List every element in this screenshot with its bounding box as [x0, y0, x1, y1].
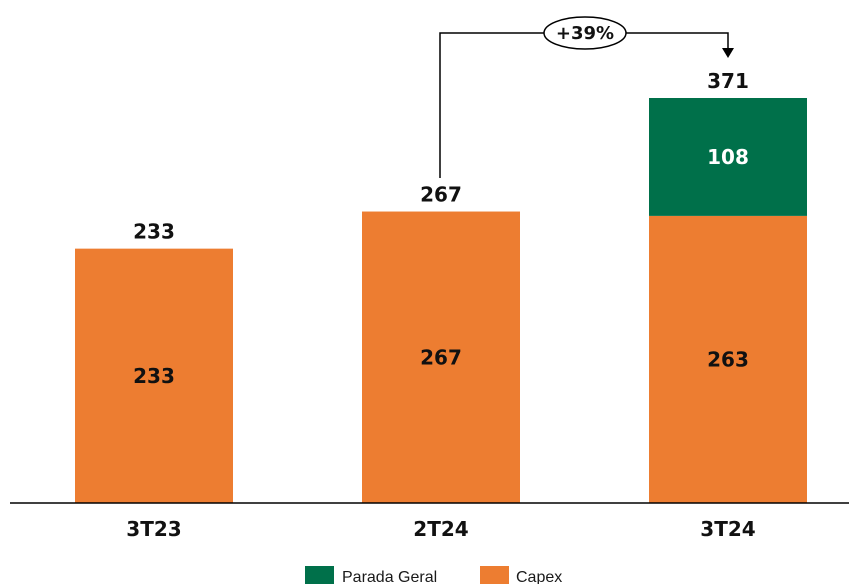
bar-capex-2t24 [362, 211, 520, 503]
total-label-3t23: 233 [133, 220, 175, 244]
bar-parada-geral-3t24 [649, 98, 807, 216]
segment-labels-group: 233 267 263 108 [133, 145, 749, 388]
callout-arrowhead [722, 48, 734, 58]
callout-line-left [439, 32, 544, 178]
segment-label-parada-geral-3t24: 108 [707, 145, 749, 169]
total-labels-group: 233 267 371 [133, 69, 749, 244]
legend-label-capex: Capex [516, 569, 562, 584]
growth-callout: +39% [439, 16, 734, 178]
segment-label-capex-3t24: 263 [707, 347, 749, 371]
category-label-3t24: 3T24 [700, 517, 755, 541]
legend-swatch-capex [480, 566, 509, 584]
total-label-3t24: 371 [707, 69, 749, 93]
bars-group [75, 98, 807, 503]
callout-text: +39% [556, 23, 614, 44]
category-labels-group: 3T23 2T24 3T24 [126, 517, 755, 541]
segment-label-capex-3t23: 233 [133, 364, 175, 388]
total-label-2t24: 267 [420, 183, 462, 207]
legend-swatch-parada-geral [305, 566, 334, 584]
category-label-2t24: 2T24 [413, 517, 468, 541]
category-label-3t23: 3T23 [126, 517, 181, 541]
callout-line-right [626, 32, 729, 50]
legend: Parada Geral Capex [305, 566, 562, 584]
bar-capex-3t23 [75, 248, 233, 503]
legend-label-parada-geral: Parada Geral [342, 569, 437, 584]
callout-bubble [543, 16, 627, 50]
segment-label-capex-2t24: 267 [420, 345, 462, 369]
bar-capex-3t24 [649, 215, 807, 503]
